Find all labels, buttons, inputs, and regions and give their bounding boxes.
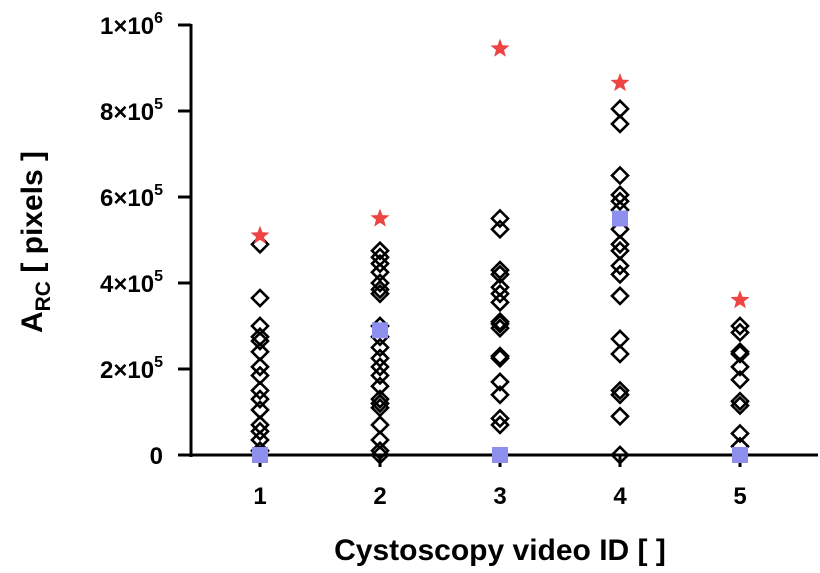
y-axis-title-main: A bbox=[16, 311, 49, 333]
x-axis: 1 2 3 4 5 bbox=[190, 453, 818, 510]
data-points bbox=[250, 38, 750, 465]
diamond-point bbox=[370, 348, 390, 369]
diamond-point bbox=[730, 423, 750, 444]
diamond-point bbox=[490, 208, 510, 229]
diamond-point bbox=[610, 99, 630, 119]
diamond-point bbox=[730, 316, 750, 336]
diamond-point bbox=[370, 415, 390, 435]
diamond-point bbox=[250, 234, 270, 255]
x-axis-title: Cystoscopy video ID [ ] bbox=[334, 534, 666, 567]
diamond-point bbox=[490, 314, 510, 334]
y-tick-exponent: 5 bbox=[154, 354, 163, 371]
diamond-point bbox=[610, 406, 630, 427]
star-point bbox=[730, 290, 750, 309]
diamond-point bbox=[370, 337, 390, 358]
diamond-point bbox=[370, 262, 390, 283]
y-tick-exponent: 5 bbox=[154, 268, 163, 285]
diamond-point bbox=[610, 255, 630, 276]
diamond-point bbox=[370, 240, 390, 261]
y-tick-mantissa: 2×10 bbox=[100, 357, 154, 384]
diamond-point bbox=[610, 329, 630, 349]
diamond-point bbox=[370, 430, 390, 450]
diamond-point bbox=[610, 286, 630, 306]
diamond-point bbox=[490, 346, 510, 366]
diamond-point bbox=[370, 389, 390, 409]
diamond-point bbox=[610, 185, 630, 205]
diamond-point bbox=[610, 264, 630, 285]
y-tick-label: 6×105 bbox=[100, 182, 163, 212]
y-tick-label: 1×106 bbox=[100, 10, 163, 40]
star-point bbox=[250, 225, 270, 244]
y-tick-label: 0 bbox=[150, 443, 163, 470]
diamond-point bbox=[490, 372, 510, 392]
y-axis-title-subscript: RC bbox=[32, 281, 55, 311]
diamond-point bbox=[730, 369, 750, 390]
diamond-point bbox=[490, 408, 510, 429]
diamond-point bbox=[370, 440, 390, 461]
diamond-point bbox=[490, 277, 510, 298]
diamond-point bbox=[370, 357, 390, 377]
star-point bbox=[370, 208, 390, 227]
x-tick-label: 1 bbox=[253, 483, 266, 510]
star-point bbox=[490, 38, 510, 57]
y-tick-mantissa: 4×10 bbox=[100, 271, 154, 298]
diamond-point bbox=[490, 348, 510, 369]
y-tick-mantissa: 8×10 bbox=[100, 99, 154, 126]
diamond-point bbox=[490, 384, 510, 405]
diamond-point bbox=[730, 341, 750, 362]
y-tick-mantissa: 1×10 bbox=[100, 13, 154, 40]
diamond-point bbox=[490, 260, 510, 280]
y-tick-mantissa: 6×10 bbox=[100, 185, 154, 212]
y-tick-label: 8×105 bbox=[100, 96, 163, 126]
star-point bbox=[610, 73, 630, 92]
diamond-point bbox=[250, 365, 270, 386]
square-point bbox=[732, 447, 748, 463]
diamond-point bbox=[610, 344, 630, 364]
diamond-point bbox=[610, 219, 630, 240]
diamond-point bbox=[610, 165, 630, 186]
y-tick-exponent: 6 bbox=[154, 10, 163, 27]
diamond-point bbox=[490, 311, 510, 332]
diamond-point bbox=[250, 288, 270, 308]
diamond-point bbox=[370, 376, 390, 397]
diamond-point bbox=[730, 391, 750, 412]
diamond-point bbox=[610, 380, 630, 401]
x-tick-label: 5 bbox=[733, 483, 746, 510]
y-tick-exponent: 5 bbox=[154, 182, 163, 199]
diamond-point bbox=[610, 114, 630, 134]
square-point bbox=[372, 322, 388, 339]
y-axis-title: ARC [ pixels ] bbox=[16, 151, 55, 333]
x-tick-label: 3 bbox=[493, 483, 506, 510]
diamond-point bbox=[610, 445, 630, 465]
y-tick-exponent: 5 bbox=[154, 96, 163, 113]
diamond-point bbox=[250, 326, 270, 347]
diamond-point bbox=[250, 357, 270, 377]
diamond-point bbox=[250, 415, 270, 435]
square-point bbox=[612, 210, 628, 227]
diamond-point bbox=[490, 292, 510, 313]
diamond-point bbox=[250, 316, 270, 336]
x-tick-label: 4 bbox=[613, 483, 627, 510]
y-tick-label: 4×105 bbox=[100, 268, 163, 298]
x-tick-label: 2 bbox=[373, 483, 386, 510]
square-point bbox=[492, 447, 508, 463]
diamond-point bbox=[250, 380, 270, 401]
diamond-point bbox=[250, 389, 270, 409]
diamond-point bbox=[730, 344, 750, 364]
diamond-point bbox=[370, 365, 390, 386]
diamond-point bbox=[730, 357, 750, 377]
diamond-point bbox=[490, 219, 510, 240]
diamond-point bbox=[250, 341, 270, 362]
diamond-point bbox=[370, 273, 390, 293]
diamond-point bbox=[610, 234, 630, 255]
diamond-point bbox=[250, 400, 270, 420]
y-tick-label: 2×105 bbox=[100, 354, 163, 384]
y-axis-title-rest: [ pixels ] bbox=[16, 151, 49, 281]
y-tick-mantissa: 0 bbox=[150, 443, 163, 470]
square-point bbox=[252, 447, 268, 463]
